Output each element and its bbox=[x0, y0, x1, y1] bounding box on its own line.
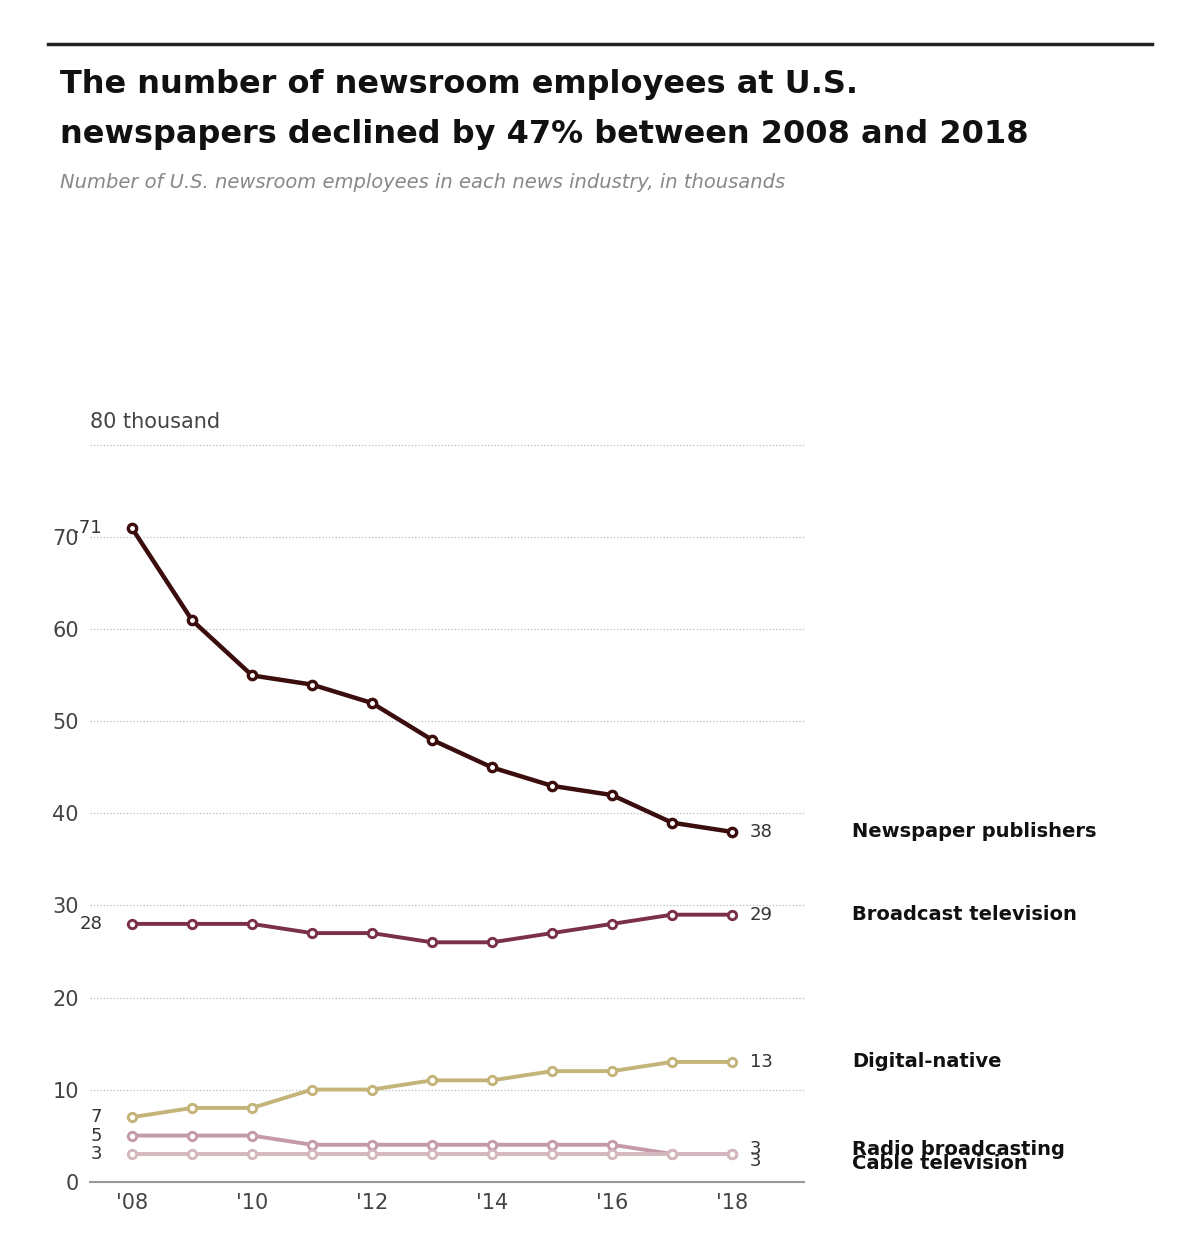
Text: Broadcast television: Broadcast television bbox=[852, 905, 1076, 924]
Text: Digital-native: Digital-native bbox=[852, 1052, 1002, 1071]
Text: 3: 3 bbox=[750, 1153, 762, 1170]
Text: 29: 29 bbox=[750, 906, 773, 924]
Text: Newspaper publishers: Newspaper publishers bbox=[852, 822, 1097, 841]
Text: 13: 13 bbox=[750, 1053, 773, 1071]
Text: 7: 7 bbox=[90, 1109, 102, 1126]
Text: newspapers declined by 47% between 2008 and 2018: newspapers declined by 47% between 2008 … bbox=[60, 119, 1028, 151]
Text: Number of U.S. newsroom employees in each news industry, in thousands: Number of U.S. newsroom employees in eac… bbox=[60, 173, 785, 192]
Text: 80 thousand: 80 thousand bbox=[90, 411, 220, 431]
Text: 28: 28 bbox=[79, 915, 102, 933]
Text: 3: 3 bbox=[750, 1140, 762, 1159]
Text: The number of newsroom employees at U.S.: The number of newsroom employees at U.S. bbox=[60, 69, 858, 101]
Text: .71: .71 bbox=[73, 519, 102, 537]
Text: 38: 38 bbox=[750, 823, 773, 841]
Text: 3: 3 bbox=[90, 1145, 102, 1163]
Text: Radio broadcasting: Radio broadcasting bbox=[852, 1140, 1064, 1159]
Text: 5: 5 bbox=[90, 1126, 102, 1145]
Text: Cable television: Cable television bbox=[852, 1154, 1027, 1173]
